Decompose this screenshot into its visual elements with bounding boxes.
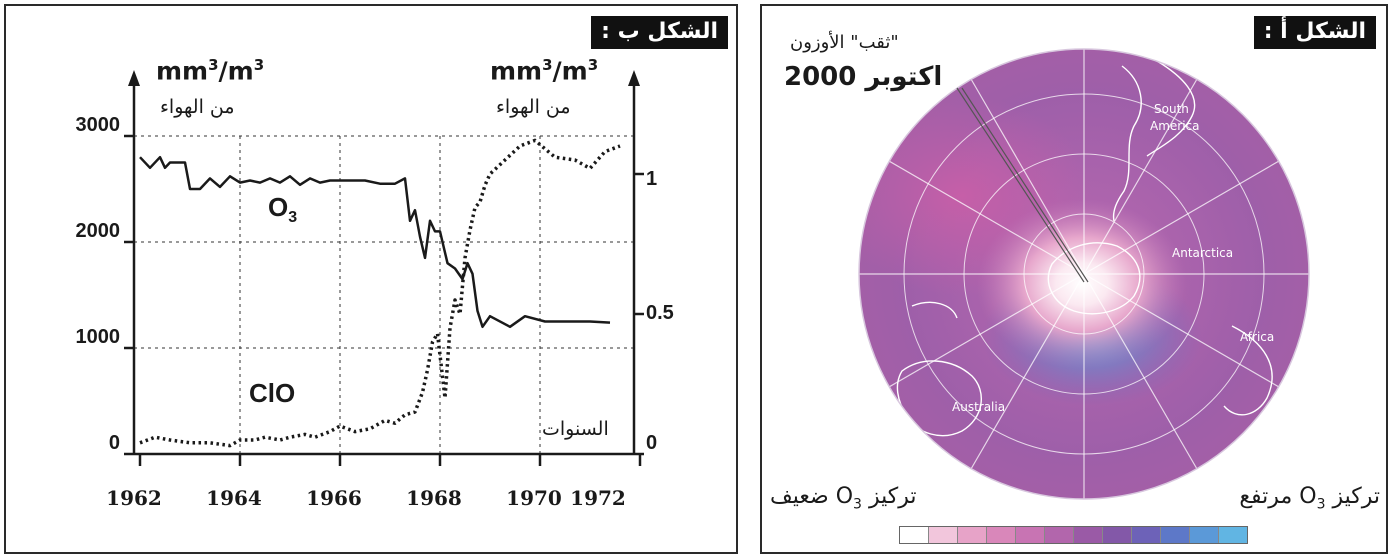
africa-outline bbox=[1223, 325, 1273, 416]
figure-b-label: الشكل ب : bbox=[591, 16, 728, 49]
label-africa: Africa bbox=[1240, 330, 1275, 344]
left-axis-unit: mm3/m3 bbox=[156, 56, 265, 86]
antarctica-outline bbox=[1047, 242, 1141, 315]
right-tick-0: 0 bbox=[646, 432, 658, 454]
series-o3-line bbox=[139, 155, 611, 329]
legend-swatch-5 bbox=[1045, 527, 1074, 543]
ozone-map bbox=[858, 48, 1310, 500]
legend-swatch-7 bbox=[1103, 527, 1132, 543]
legend-swatch-4 bbox=[1016, 527, 1045, 543]
series-clo-line bbox=[139, 138, 621, 448]
x-tick-1966: 1966 bbox=[306, 486, 362, 510]
hole-pointer-line bbox=[956, 87, 1085, 283]
tick-marks bbox=[124, 134, 644, 466]
right-tick-0.5: 0.5 bbox=[646, 302, 674, 324]
concentration-color-scale bbox=[899, 526, 1248, 544]
left-tick-3000: 3000 bbox=[75, 114, 121, 136]
right-axis-unit: mm3/m3 bbox=[490, 56, 599, 86]
legend-swatch-11 bbox=[1219, 527, 1247, 543]
figure-a-panel: الشكل أ : "ثقب" الأوزون اكتوبر 2000 Sout… bbox=[760, 4, 1388, 554]
right-axis-air-label: من الهواء bbox=[496, 96, 571, 118]
label-america: America bbox=[1150, 119, 1200, 133]
figure-b-panel: الشكل ب : mm3/m3 mm3/m3 من الهواء من اله… bbox=[4, 4, 738, 554]
x-tick-1970: 1970 bbox=[506, 486, 562, 510]
left-axis-air-label: من الهواء bbox=[160, 96, 235, 118]
clo-series-label: ClO bbox=[249, 378, 296, 408]
legend-swatch-0 bbox=[900, 527, 929, 543]
chart-plot bbox=[124, 70, 644, 466]
o3-series-label: O3 bbox=[268, 192, 298, 227]
right-axis-arrow bbox=[628, 70, 640, 86]
legend-swatch-9 bbox=[1161, 527, 1190, 543]
ozone-hole bbox=[977, 199, 1187, 369]
low-concentration-label: تركيز O3 ضعيف bbox=[770, 484, 917, 513]
left-tick-1000: 1000 bbox=[75, 326, 121, 348]
years-axis-label: السنوات bbox=[542, 418, 609, 440]
left-tick-2000: 2000 bbox=[75, 220, 121, 242]
x-tick-1962: 1962 bbox=[106, 486, 162, 510]
south-america-outline bbox=[1112, 65, 1142, 222]
x-tick-1968: 1968 bbox=[406, 486, 462, 510]
ozone-hole-caption: "ثقب" الأوزون bbox=[790, 32, 899, 53]
legend-swatch-8 bbox=[1132, 527, 1161, 543]
date-caption: اكتوبر 2000 bbox=[784, 62, 943, 92]
right-tick-1: 1 bbox=[646, 168, 658, 190]
figure-a-label: الشكل أ : bbox=[1253, 16, 1376, 49]
legend-swatch-6 bbox=[1074, 527, 1103, 543]
legend-swatch-1 bbox=[929, 527, 958, 543]
label-south: South bbox=[1154, 102, 1189, 116]
x-tick-1972: 1972 bbox=[570, 486, 626, 510]
label-australia: Australia bbox=[952, 400, 1006, 414]
left-tick-0: 0 bbox=[108, 432, 120, 454]
legend-swatch-3 bbox=[987, 527, 1016, 543]
x-tick-1964: 1964 bbox=[206, 486, 262, 510]
legend-swatch-2 bbox=[958, 527, 987, 543]
high-concentration-label: تركيز O3 مرتفع bbox=[1239, 484, 1380, 513]
label-antarctica: Antarctica bbox=[1172, 246, 1234, 260]
series-lines bbox=[139, 138, 621, 448]
legend-swatch-10 bbox=[1190, 527, 1219, 543]
left-axis-arrow bbox=[128, 70, 140, 86]
